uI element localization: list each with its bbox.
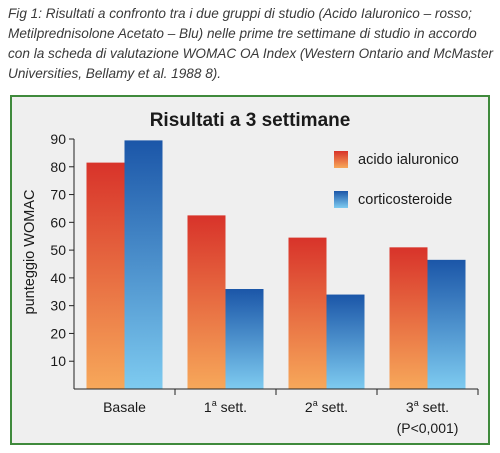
y-tick-label: 60 bbox=[50, 214, 66, 230]
bars bbox=[86, 140, 466, 389]
figure-caption: Fig 1: Risultati a confronto tra i due g… bbox=[8, 6, 494, 81]
x-tick-note: (P<0,001) bbox=[397, 420, 459, 436]
bar-corticosteroide bbox=[124, 140, 163, 389]
chart-title: Risultati a 3 settimane bbox=[150, 110, 351, 131]
x-tick-label: 1a sett. bbox=[204, 398, 247, 415]
chart-frame: Risultati a 3 settimane punteggio WOMAC … bbox=[10, 95, 490, 445]
bar-acido-ialuronico bbox=[389, 247, 428, 389]
bar-acido-ialuronico bbox=[288, 237, 327, 389]
y-tick-label: 80 bbox=[50, 159, 66, 175]
y-tick-label: 70 bbox=[50, 187, 66, 203]
x-tick-label: 3a sett. bbox=[406, 398, 449, 415]
y-axis-label: punteggio WOMAC bbox=[22, 190, 38, 315]
bar-corticosteroide bbox=[326, 294, 365, 389]
x-axis: Basale 1a sett. 2a sett. 3a sett. (P<0,001) bbox=[74, 388, 479, 436]
bar-acido-ialuronico bbox=[86, 162, 125, 389]
y-tick-label: 40 bbox=[50, 270, 66, 286]
y-tick-label: 20 bbox=[50, 325, 66, 341]
legend-swatch bbox=[334, 151, 348, 168]
y-tick-label: 50 bbox=[50, 242, 66, 258]
legend-swatch bbox=[334, 191, 348, 208]
y-tick-label: 30 bbox=[50, 298, 66, 314]
x-tick-label: 2a sett. bbox=[305, 398, 348, 415]
bar-acido-ialuronico bbox=[187, 215, 226, 389]
y-tick-label: 10 bbox=[50, 353, 66, 369]
bar-chart: Risultati a 3 settimane punteggio WOMAC … bbox=[22, 110, 479, 436]
bar-corticosteroide bbox=[225, 289, 264, 389]
y-tick-label: 90 bbox=[50, 131, 66, 147]
legend-label: acido ialuronico bbox=[358, 152, 459, 168]
x-tick-label: Basale bbox=[103, 399, 146, 415]
bar-corticosteroide bbox=[427, 259, 466, 389]
legend-label: corticosteroide bbox=[358, 192, 452, 208]
legend: acido ialuronico corticosteroide bbox=[334, 151, 459, 208]
y-axis: 10 20 30 40 50 60 70 80 90 bbox=[50, 131, 75, 389]
